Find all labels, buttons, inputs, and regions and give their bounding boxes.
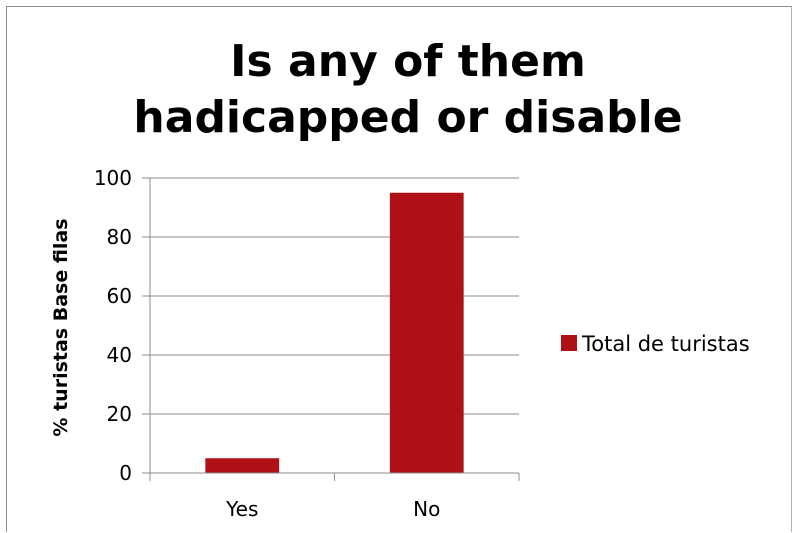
y-tick-label: 60 [107,284,132,308]
chart-title: Is any of them hadicapped or disable [0,34,794,146]
y-tick-label: 100 [94,166,132,190]
y-tick-labels: 0 20 40 60 80 100 [94,166,132,485]
legend-swatch [561,335,577,351]
x-tick-label: Yes [225,497,258,521]
y-axis-label: % turistas Base filas [50,218,72,436]
x-tick-label: No [413,497,440,521]
bar-no [389,192,464,473]
y-tick-label: 40 [107,343,132,367]
bar-yes [205,458,280,473]
y-tick-label: 20 [107,402,132,426]
y-tick-label: 80 [107,225,132,249]
x-tick-labels: Yes No [225,497,440,521]
chart-title-line-1: Is any of them [230,36,586,87]
chart-title-line-2: hadicapped or disable [133,92,683,143]
legend-label: Total de turistas [581,332,750,356]
axes [142,177,520,481]
legend: Total de turistas [561,332,750,356]
y-tick-label: 0 [119,461,132,485]
bars [205,192,464,473]
